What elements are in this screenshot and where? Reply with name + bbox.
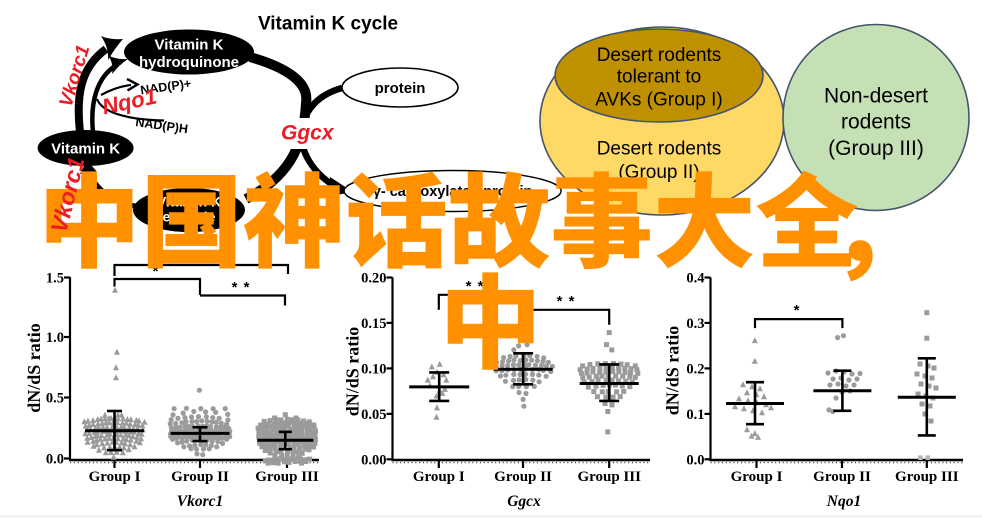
svg-text:NAD(P)H: NAD(P)H (135, 115, 189, 136)
svg-text:*: * (794, 302, 801, 319)
svg-text:0.0: 0.0 (46, 452, 64, 468)
svg-text:Group III: Group III (895, 469, 959, 485)
svg-text:Group II: Group II (171, 469, 229, 485)
svg-text:Nqo1: Nqo1 (100, 84, 159, 120)
svg-text:0.3: 0.3 (686, 316, 704, 332)
svg-text:Group III: Group III (577, 469, 641, 485)
svg-text:AVKs (Group I): AVKs (Group I) (595, 90, 722, 111)
svg-text:0.1: 0.1 (686, 407, 704, 423)
svg-text:0.10: 0.10 (361, 361, 386, 377)
svg-text:dN/dS ratio: dN/dS ratio (663, 326, 683, 416)
svg-text:Desert rodents: Desert rodents (597, 139, 722, 160)
svg-text:0.00: 0.00 (361, 452, 386, 468)
svg-text:Non-desert: Non-desert (824, 84, 928, 107)
svg-text:Group I: Group I (89, 469, 141, 485)
svg-text:Desert rodents: Desert rodents (597, 45, 722, 66)
svg-text:rodents: rodents (841, 111, 911, 134)
svg-text:Group II: Group II (494, 469, 552, 485)
svg-text:dN/dS ratio: dN/dS ratio (24, 323, 44, 413)
svg-text:* *: * * (232, 279, 251, 296)
svg-text:0.0: 0.0 (686, 452, 704, 468)
svg-text:Ggcx: Ggcx (507, 493, 541, 510)
svg-text:0.05: 0.05 (361, 407, 386, 423)
svg-text:* *: * * (557, 293, 576, 310)
svg-text:0.2: 0.2 (686, 361, 704, 377)
svg-text:0.4: 0.4 (686, 271, 704, 287)
svg-text:protein: protein (375, 80, 426, 97)
svg-text:hydroquinone: hydroquinone (139, 54, 239, 71)
svg-text:tolerant to: tolerant to (617, 67, 702, 88)
svg-text:0.20: 0.20 (361, 271, 386, 287)
svg-text:Vkorc1: Vkorc1 (177, 493, 224, 510)
svg-text:Group II: Group II (813, 469, 871, 485)
svg-text:0.15: 0.15 (361, 316, 386, 332)
svg-text:dN/dS ratio: dN/dS ratio (343, 327, 363, 417)
svg-text:0.5: 0.5 (46, 391, 64, 407)
svg-text:*: * (153, 263, 160, 280)
svg-text:1.5: 1.5 (46, 271, 64, 287)
svg-text:Nqo1: Nqo1 (826, 493, 861, 510)
svg-text:Group I: Group I (413, 469, 465, 485)
svg-text:Ggcx: Ggcx (281, 122, 335, 145)
svg-text:Group I: Group I (731, 469, 783, 485)
svg-text:Vitamin K: Vitamin K (155, 37, 224, 54)
svg-text:Vitamin K: Vitamin K (51, 141, 120, 158)
svg-text:(Group III): (Group III) (828, 137, 924, 160)
svg-text:1.0: 1.0 (46, 330, 64, 346)
svg-text:Vitamin K cycle: Vitamin K cycle (258, 14, 398, 35)
svg-text:Group III: Group III (255, 469, 319, 485)
